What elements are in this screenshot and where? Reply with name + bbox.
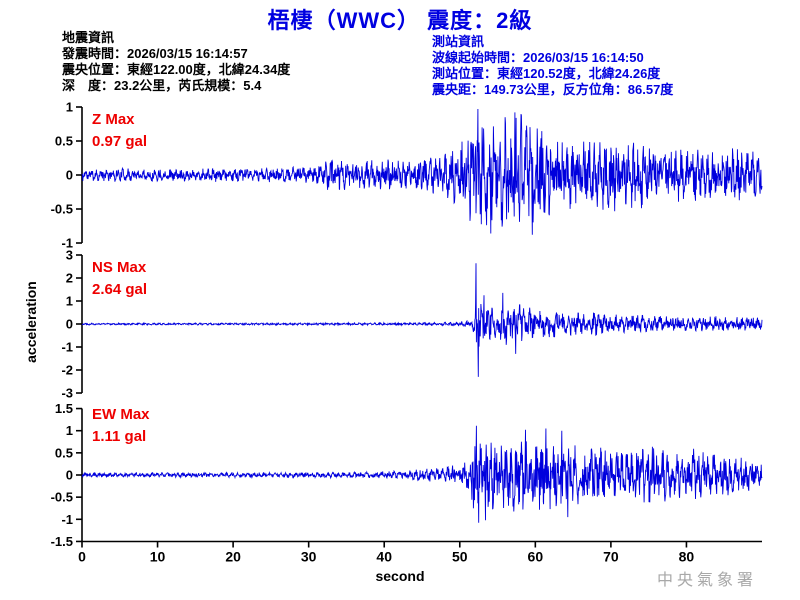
- y-tick-label: -1: [61, 236, 73, 251]
- station-info-line-wave-start: 波線起始時間：2026/03/15 16:14:50: [432, 50, 644, 65]
- trace-ew-waveform: [81, 425, 763, 523]
- trace-ew-max-value: 1.11 gal: [92, 428, 146, 445]
- x-tick-label: 50: [452, 549, 468, 565]
- event-info-line-origin-time: 發震時間：2026/03/15 16:14:57: [62, 46, 248, 61]
- y-tick-label: -3: [61, 386, 73, 401]
- y-axis-ns: 3 2 1 0 -1 -2 -3: [61, 248, 83, 401]
- y-tick-label: 1: [66, 100, 73, 115]
- event-info-line-epicenter: 震央位置：東經122.00度，北緯24.34度: [62, 62, 291, 77]
- y-axis-z: 1 0.5 0 -0.5 -1: [51, 100, 83, 251]
- x-tick-label: 0: [78, 549, 86, 565]
- trace-z-max-label: Z Max: [92, 111, 135, 128]
- station-info-line-distance-azimuth: 震央距：149.73公里，反方位角：86.57度: [432, 82, 674, 97]
- x-tick-label: 30: [301, 549, 317, 565]
- y-axis-ew: 1.5 1 0.5 0 -0.5 -1 -1.5: [51, 401, 83, 549]
- x-tick-label: 70: [603, 549, 619, 565]
- event-info: 地震資訊 發震時間：2026/03/15 16:14:57 震央位置：東經122…: [62, 30, 290, 94]
- y-tick-label: -0.5: [51, 202, 73, 217]
- y-tick-label: 1.5: [55, 401, 73, 416]
- event-info-line-depth-magnitude: 深 度：23.2公里，芮氏規模：5.4: [62, 78, 262, 93]
- y-tick-label: -1: [61, 340, 73, 355]
- y-tick-label: 1: [66, 294, 73, 309]
- x-tick-label: 20: [225, 549, 241, 565]
- y-tick-label: 0: [66, 168, 73, 183]
- y-axis-title-acceleration: acceleration: [23, 281, 39, 363]
- trace-z-waveform: [81, 108, 763, 235]
- y-tick-label: 0: [66, 468, 73, 483]
- y-tick-label: -1.5: [51, 534, 73, 549]
- x-tick-label: 60: [528, 549, 544, 565]
- plot-dynamic-layer: 10.50-0.5-13210-1-2-31.510.50-0.5-1-1.50…: [51, 100, 763, 565]
- event-info-heading: 地震資訊: [62, 30, 115, 45]
- x-axis: 0 10 20 30 40 50 60 70 80: [78, 540, 762, 565]
- y-tick-label: 1: [66, 423, 73, 438]
- station-info: 測站資訊 波線起始時間：2026/03/15 16:14:50 測站位置：東經1…: [432, 34, 673, 98]
- trace-ns-waveform: [81, 263, 763, 377]
- x-tick-label: 80: [679, 549, 695, 565]
- station-info-line-location: 測站位置：東經120.52度，北緯24.26度: [432, 66, 661, 81]
- x-tick-label: 10: [150, 549, 166, 565]
- page-title: 梧棲（WWC） 震度：2級: [267, 8, 533, 33]
- y-tick-label: 0.5: [55, 134, 73, 149]
- trace-ns-max-value: 2.64 gal: [92, 281, 147, 298]
- trace-ew-max-label: EW Max: [92, 406, 150, 423]
- trace-z-max-value: 0.97 gal: [92, 133, 147, 150]
- y-tick-label: 0: [66, 317, 73, 332]
- station-info-heading: 測站資訊: [432, 34, 485, 49]
- y-tick-label: -2: [61, 363, 73, 378]
- y-tick-label: -0.5: [51, 490, 73, 505]
- watermark-cwa: 中央氣象署: [657, 571, 757, 589]
- x-axis-title-second: second: [375, 568, 424, 584]
- y-tick-label: 0.5: [55, 445, 73, 460]
- trace-ns-max-label: NS Max: [92, 259, 147, 276]
- y-tick-label: -1: [61, 512, 73, 527]
- x-tick-label: 40: [376, 549, 392, 565]
- y-tick-label: 2: [66, 271, 73, 286]
- y-tick-label: 3: [66, 248, 73, 263]
